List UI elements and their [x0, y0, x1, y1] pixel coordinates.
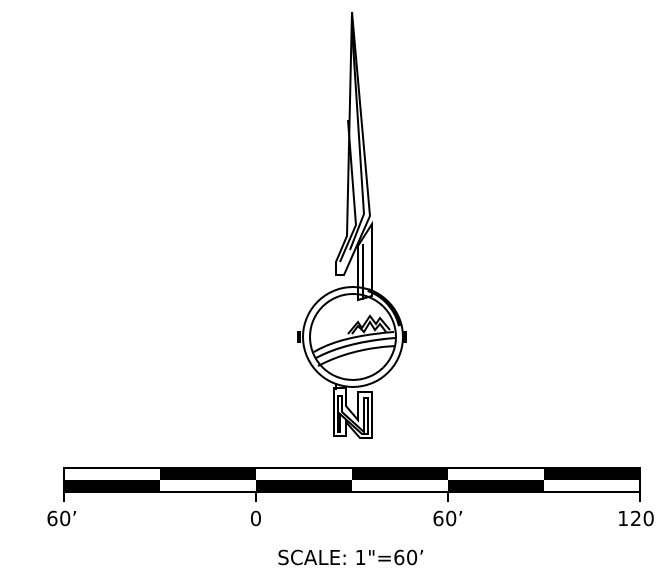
scale-segment-bottom-4	[352, 480, 448, 492]
scale-segment-top-5	[448, 468, 544, 480]
scale-segment-top-2	[160, 468, 256, 480]
north-arrow	[297, 11, 407, 439]
north-arrow-needle-split	[339, 119, 358, 263]
scale-label-0: 0	[250, 507, 263, 531]
scale-caption: SCALE: 1"=60’	[277, 546, 425, 570]
scale-bar-border	[63, 467, 641, 493]
scale-segment-bottom-3	[256, 480, 352, 492]
north-letter-n-outline	[333, 387, 373, 439]
north-arrow-needle	[335, 11, 372, 276]
north-arrow-needle-inner	[349, 27, 366, 251]
scale-segment-bottom-5	[448, 480, 544, 492]
scale-segment-top-6	[544, 468, 640, 480]
scale-segment-top-3	[256, 468, 352, 480]
scale-label-120: 120	[617, 507, 655, 531]
scale-segment-bottom-1	[64, 480, 160, 492]
road-icon	[313, 331, 397, 367]
compass-inner-ring	[309, 293, 397, 381]
scale-segment-bottom-6	[544, 480, 640, 492]
scale-label-60-left: 60’	[46, 507, 78, 531]
scale-segment-top-1	[64, 468, 160, 480]
scale-bar: 60’ 0 60’ 120 SCALE: 1"=60’	[46, 467, 655, 570]
north-arrow-right-shaft	[357, 220, 373, 302]
scale-segment-bottom-2	[160, 480, 256, 492]
north-letter-n-inner	[337, 395, 369, 435]
scale-segment-top-4	[352, 468, 448, 480]
scale-label-60-right: 60’	[432, 507, 464, 531]
compass-shadow-arc	[367, 288, 402, 327]
mountains-icon	[347, 314, 391, 335]
